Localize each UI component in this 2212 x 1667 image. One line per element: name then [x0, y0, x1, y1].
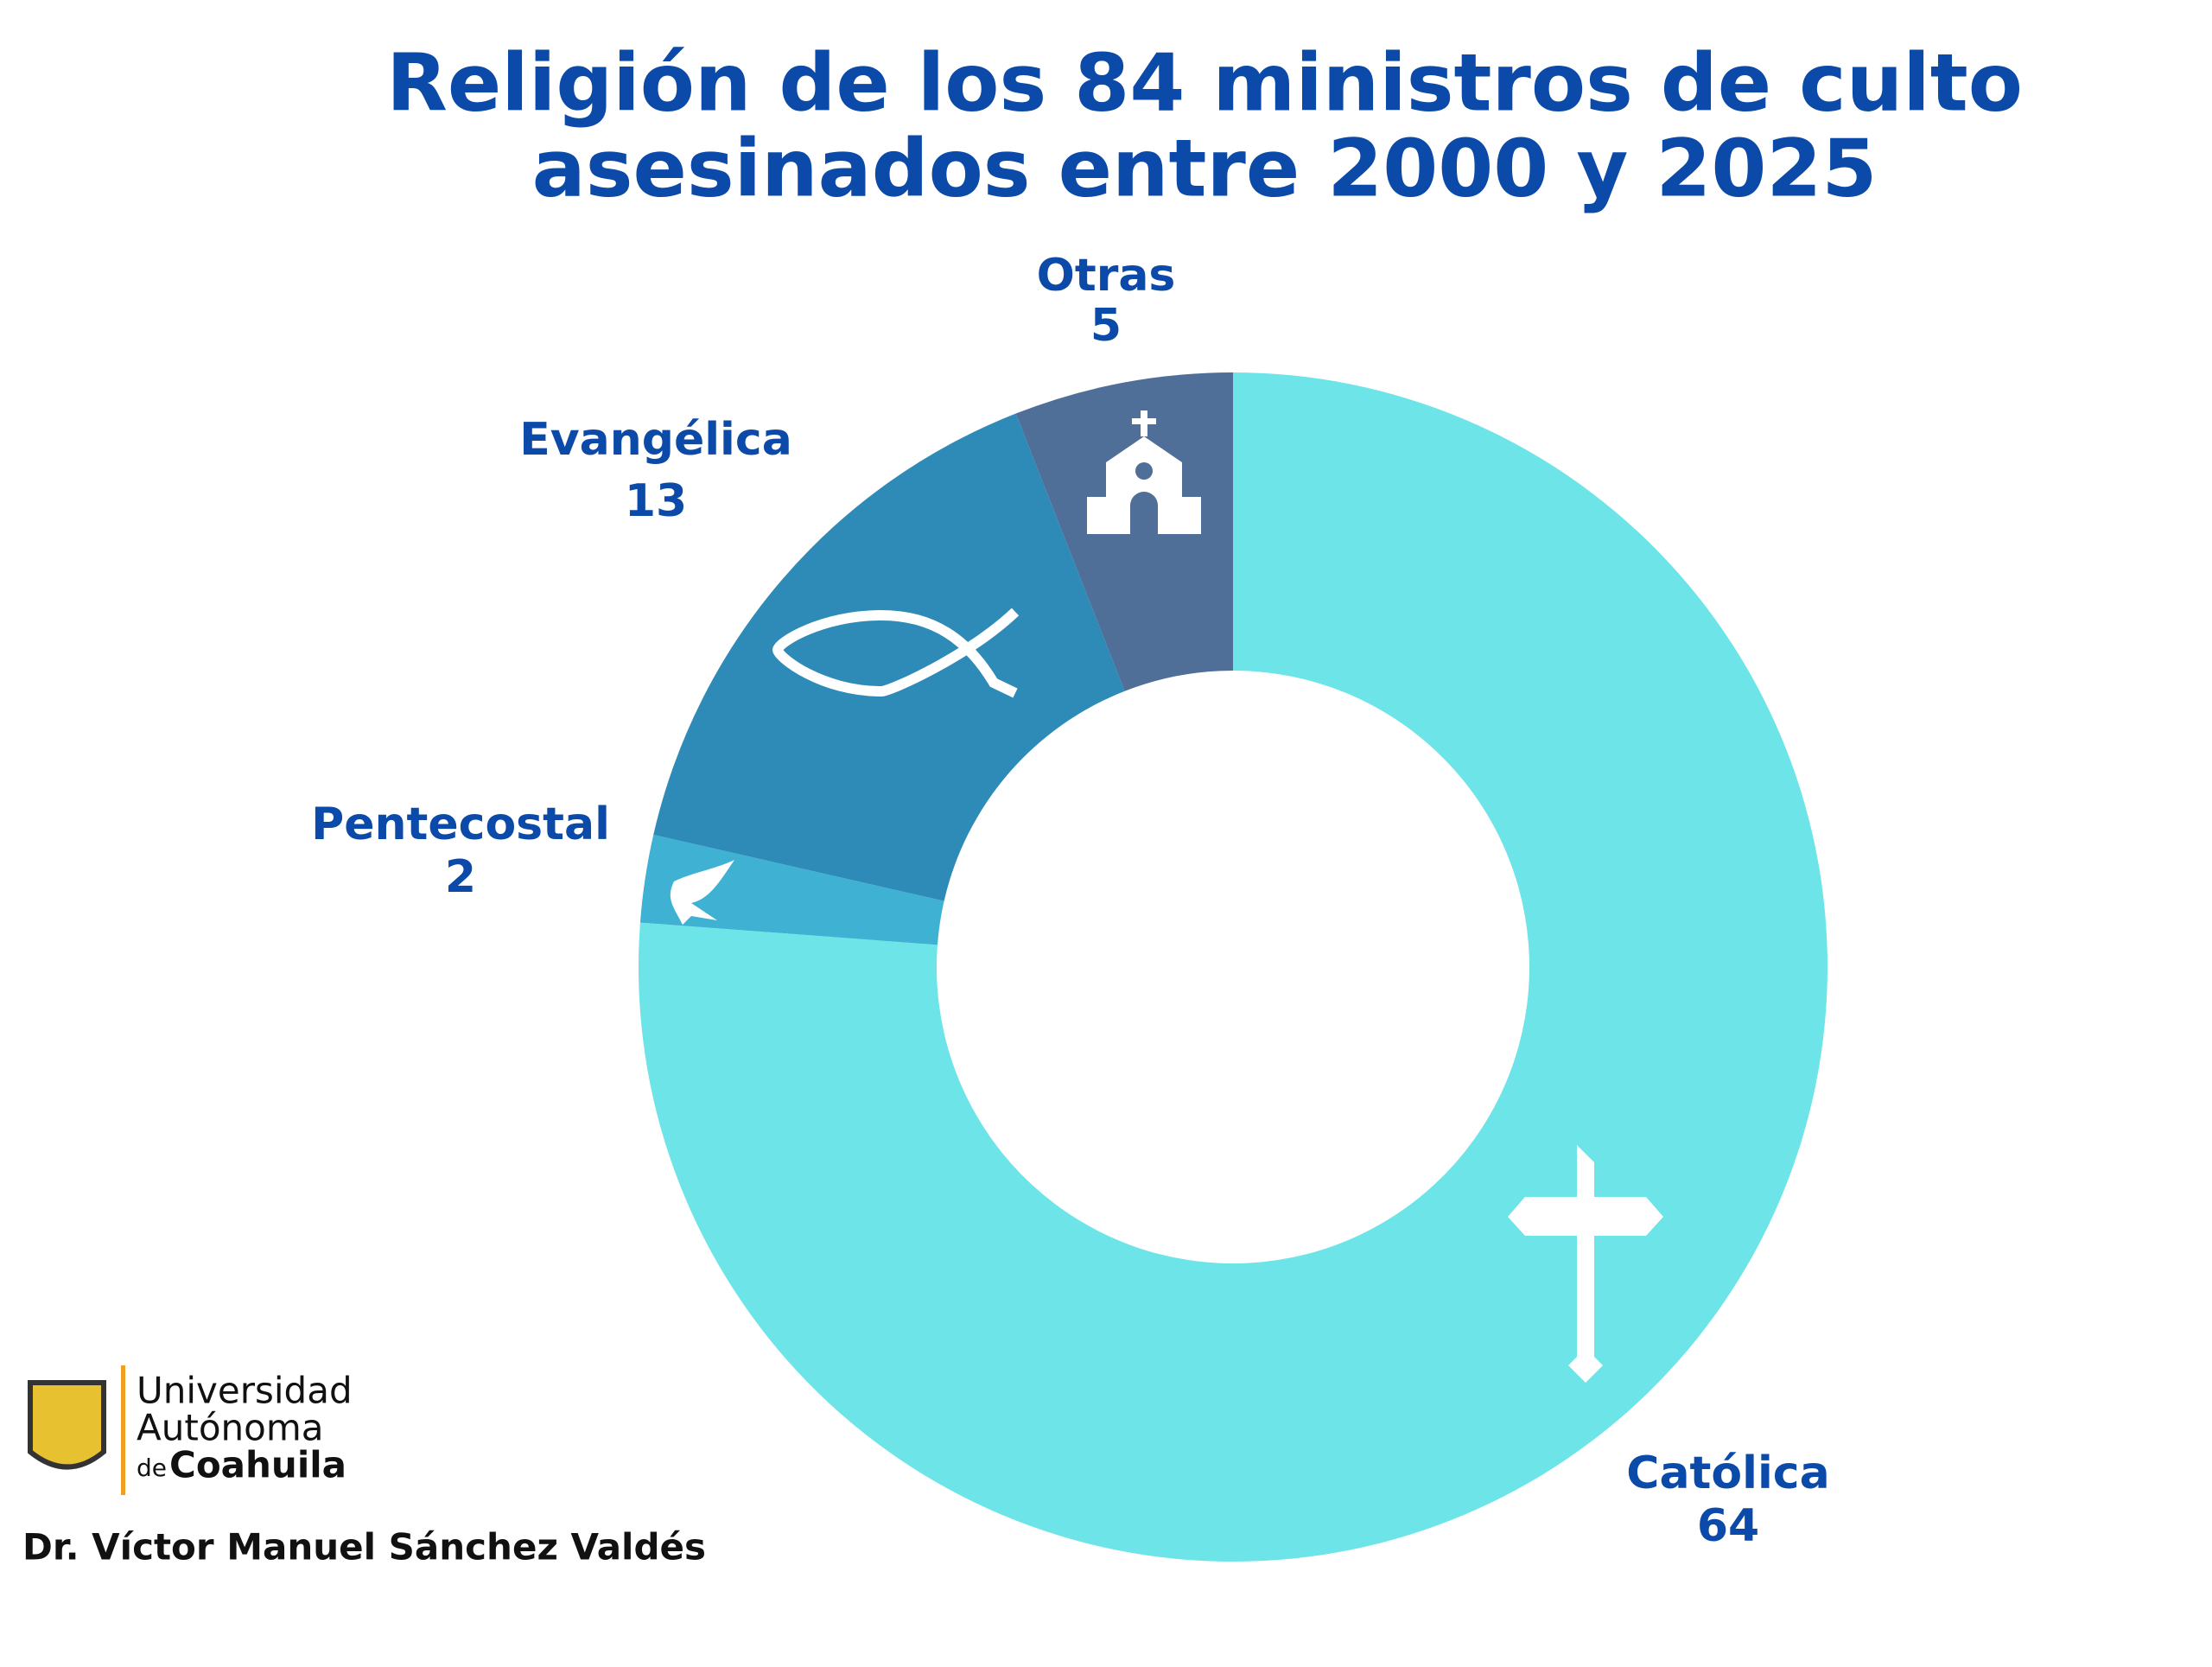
logo: Universidad Autónoma de Coahuila — [28, 1365, 353, 1495]
church-icon — [1087, 410, 1201, 534]
fish-icon — [772, 608, 1020, 698]
slice-value: 64 — [1697, 1500, 1759, 1552]
slice-value: 2 — [445, 851, 476, 903]
dove-icon — [670, 860, 734, 925]
slice — [639, 834, 944, 945]
donut — [639, 372, 1827, 1562]
logo-text: de — [137, 1454, 167, 1482]
slice-value: 5 — [1090, 300, 1122, 352]
chart-title: asesinados entre 2000 y 2025 — [532, 122, 1878, 214]
slice-label: Pentecostal — [311, 799, 610, 850]
author: Dr. Víctor Manuel Sánchez Valdés — [22, 1526, 706, 1568]
icons — [670, 410, 1663, 1383]
chart-title: Religión de los 84 ministros de culto — [386, 36, 2023, 129]
logo-text: Autónoma — [137, 1407, 323, 1449]
slice-value: 13 — [625, 475, 687, 527]
logo-text: Universidad — [137, 1370, 353, 1412]
slice-label: Otras — [1037, 250, 1176, 302]
logo-text: Coahuila — [169, 1444, 346, 1486]
logo-shield — [28, 1380, 106, 1470]
slice — [653, 413, 1125, 901]
logo-divider — [121, 1365, 125, 1495]
slice-label: Católica — [1626, 1447, 1829, 1499]
slice-label: Evangélica — [519, 414, 792, 466]
cross-icon — [1508, 1145, 1663, 1383]
slice — [639, 372, 1827, 1562]
